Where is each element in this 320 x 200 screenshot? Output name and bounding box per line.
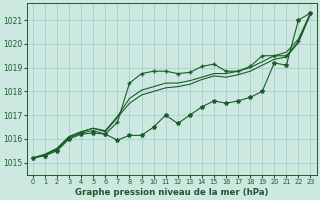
X-axis label: Graphe pression niveau de la mer (hPa): Graphe pression niveau de la mer (hPa) xyxy=(75,188,268,197)
